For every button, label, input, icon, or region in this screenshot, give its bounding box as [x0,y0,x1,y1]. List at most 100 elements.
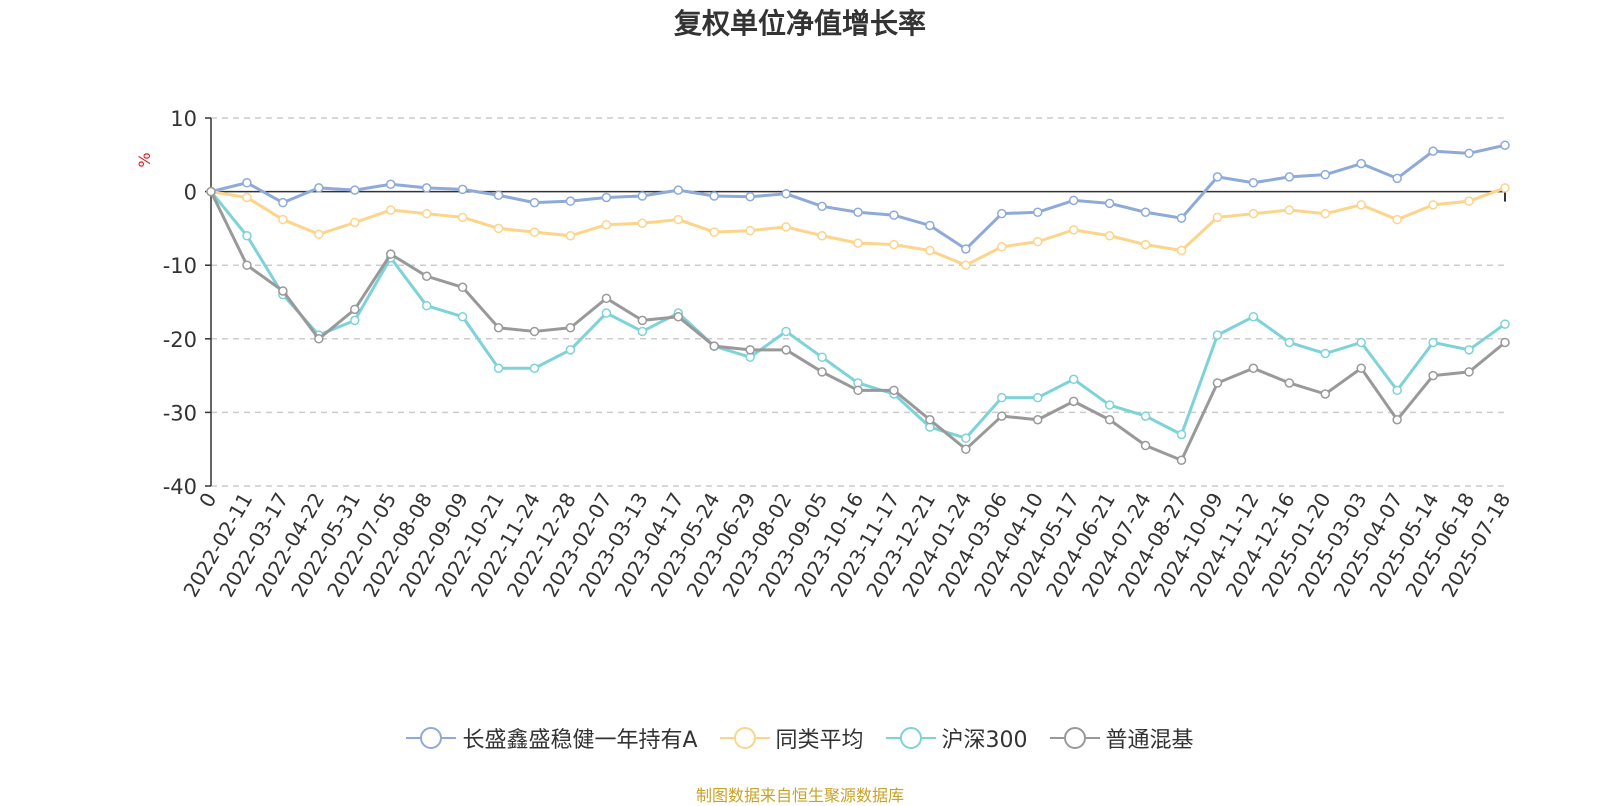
data-point[interactable] [242,231,252,241]
data-point[interactable] [1320,348,1331,359]
data-point[interactable] [817,201,827,212]
data-point[interactable] [601,308,612,318]
data-point[interactable] [385,205,396,215]
data-point[interactable] [1392,173,1402,184]
data-point[interactable] [314,183,324,193]
data-point[interactable] [1464,345,1474,355]
data-point[interactable] [997,242,1007,252]
data-point[interactable] [493,223,504,234]
data-point[interactable] [1284,337,1295,348]
data-point[interactable] [601,293,612,304]
data-point[interactable] [385,179,396,189]
data-point[interactable] [457,311,468,322]
data-point[interactable] [601,219,612,230]
data-point[interactable] [1356,158,1366,169]
data-point[interactable] [673,185,684,195]
data-point[interactable] [637,218,648,228]
data-point[interactable] [637,191,648,201]
data-point[interactable] [1068,195,1079,206]
data-point[interactable] [421,300,432,311]
data-point[interactable] [1500,140,1510,150]
data-point[interactable] [1356,200,1366,210]
data-point[interactable] [1500,319,1510,329]
data-point[interactable] [1284,172,1295,182]
data-point[interactable] [1140,440,1151,451]
data-point[interactable] [781,345,791,355]
legend-item[interactable]: 同类平均 [719,722,864,754]
legend-item[interactable]: 普通混基 [1049,722,1194,754]
data-point[interactable] [1464,196,1474,206]
data-point[interactable] [493,323,504,333]
data-point[interactable] [529,197,540,208]
data-point[interactable] [745,225,755,236]
data-point[interactable] [1212,172,1223,182]
data-point[interactable] [961,244,971,254]
data-point[interactable] [1176,429,1187,440]
data-point[interactable] [242,260,252,270]
data-point[interactable] [1428,146,1438,156]
data-point[interactable] [278,214,288,225]
data-point[interactable] [278,197,288,208]
data-point[interactable] [1032,236,1043,247]
data-point[interactable] [493,190,504,201]
data-point[interactable] [1464,367,1474,377]
data-point[interactable] [1320,389,1331,399]
data-point[interactable] [206,186,216,197]
data-point[interactable] [1392,214,1402,225]
data-point[interactable] [1032,392,1043,403]
data-point[interactable] [1464,148,1474,159]
data-point[interactable] [925,245,935,256]
data-point[interactable] [1392,385,1402,396]
data-point[interactable] [1104,198,1115,209]
data-point[interactable] [601,192,612,203]
data-point[interactable] [817,352,827,362]
data-point[interactable] [961,433,971,443]
data-point[interactable] [817,367,827,377]
data-point[interactable] [1248,178,1259,188]
data-point[interactable] [493,363,504,373]
data-point[interactable] [1356,337,1366,348]
data-point[interactable] [1212,330,1223,340]
data-point[interactable] [997,392,1007,403]
data-point[interactable] [889,385,899,396]
data-point[interactable] [961,260,971,270]
data-point[interactable] [565,196,576,206]
data-point[interactable] [637,326,648,337]
data-point[interactable] [745,345,755,355]
data-point[interactable] [997,208,1007,219]
data-point[interactable] [1428,200,1438,210]
data-point[interactable] [1068,396,1079,407]
data-point[interactable] [1140,411,1151,421]
data-point[interactable] [709,227,719,237]
data-point[interactable] [709,191,719,201]
data-point[interactable] [1068,225,1079,235]
data-point[interactable] [1140,239,1151,250]
data-point[interactable] [421,271,432,281]
data-point[interactable] [242,178,252,188]
data-point[interactable] [925,220,935,231]
data-point[interactable] [1140,207,1151,217]
data-point[interactable] [889,210,899,220]
data-point[interactable] [781,222,791,232]
data-point[interactable] [1068,374,1079,385]
data-point[interactable] [1212,378,1223,388]
data-point[interactable] [314,229,324,240]
data-point[interactable] [314,334,324,344]
data-point[interactable] [350,185,360,195]
data-point[interactable] [1248,363,1259,373]
data-point[interactable] [1104,400,1115,410]
data-point[interactable] [889,239,899,250]
data-point[interactable] [853,238,863,248]
data-point[interactable] [673,311,684,322]
data-point[interactable] [457,212,468,223]
data-point[interactable] [709,341,719,351]
data-point[interactable] [565,345,576,355]
data-point[interactable] [1176,245,1187,256]
data-point[interactable] [781,326,791,337]
data-point[interactable] [457,184,468,195]
data-point[interactable] [1500,183,1510,193]
data-point[interactable] [529,227,540,237]
data-point[interactable] [997,411,1007,421]
data-point[interactable] [1104,415,1115,425]
data-point[interactable] [637,315,648,326]
